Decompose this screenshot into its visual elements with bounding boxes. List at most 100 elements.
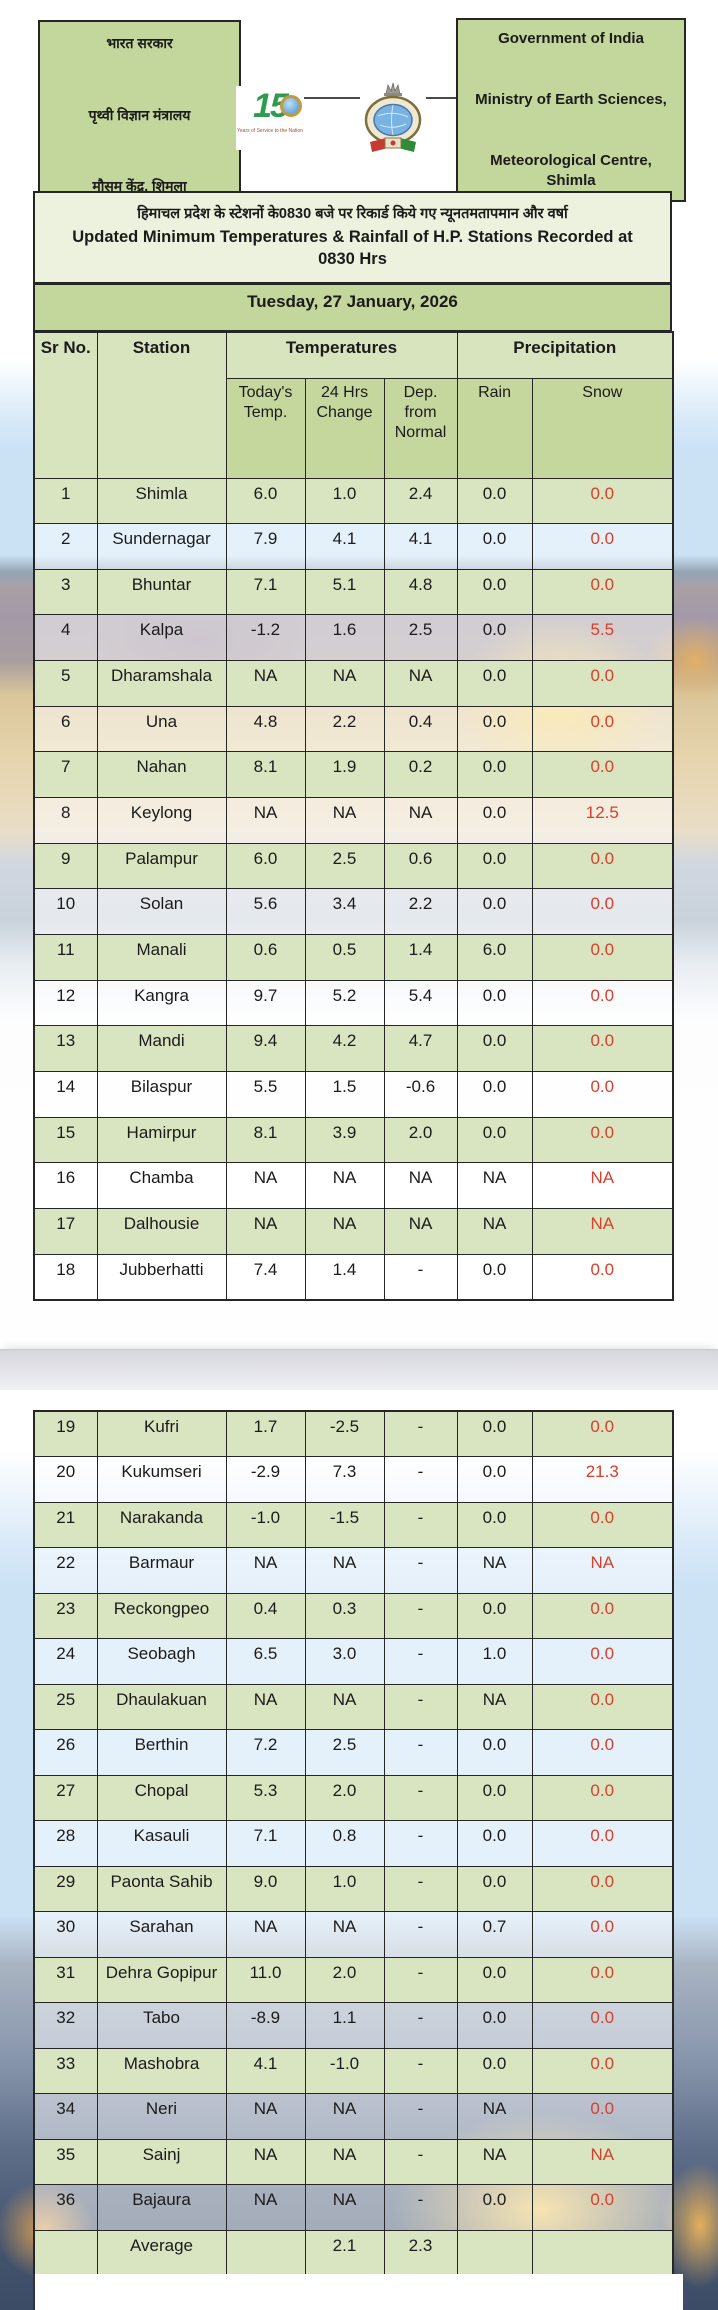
cell-snow: 0.0: [531, 477, 674, 525]
cell-today: NA: [225, 1911, 306, 1958]
cell-dep: 2.3: [383, 2229, 458, 2276]
cell-sr: 22: [33, 1547, 98, 1594]
cell-dep: -: [383, 1911, 458, 1958]
cell-today: NA: [225, 1683, 306, 1730]
col-header-todays-temp: Today's Temp.: [225, 377, 306, 479]
table-row: 31 Dehra Gopipur 11.0 2.0-0.0 0.0: [33, 1956, 674, 2003]
cell-sr: 10: [33, 888, 98, 936]
cell-snow: 0.0: [531, 1638, 674, 1685]
cell-dep: 2.5: [383, 614, 458, 662]
cell-today: 11.0: [225, 1956, 306, 2003]
cell-rain: 0.0: [456, 705, 533, 753]
cell-rain: 0.0: [456, 1592, 533, 1639]
cell-today: -1.0: [225, 1501, 306, 1548]
cell-rain: 0.0: [456, 842, 533, 890]
cell-station: Bilaspur: [96, 1071, 227, 1118]
cell-dep: 0.2: [383, 751, 458, 799]
title-hindi: हिमाचल प्रदेश के स्टेशनों के0830 बजे पर …: [137, 205, 568, 222]
table-row: 19 Kufri 1.7 -2.5-0.0 0.0: [33, 1410, 674, 1457]
cell-today: 7.4: [225, 1253, 306, 1301]
cell-dep: 2.4: [383, 477, 458, 525]
cell-today: 6.5: [225, 1638, 306, 1685]
cell-sr: 31: [33, 1956, 98, 2003]
cell-snow: 0.0: [531, 979, 674, 1027]
cell-station: Reckongpeo: [96, 1592, 227, 1639]
cell-station: Bajaura: [96, 2184, 227, 2231]
cell-today: 8.1: [225, 751, 306, 799]
cell-station: Jubberhatti: [96, 1253, 227, 1301]
cell-sr: 19: [33, 1410, 98, 1457]
header-divider-line: [225, 97, 456, 99]
cell-today: 5.5: [225, 1071, 306, 1118]
cell-today: 6.0: [225, 842, 306, 890]
cell-sr: 6: [33, 705, 98, 753]
table-row: 6 Una 4.8 2.2 0.4 0.0 0.0: [33, 705, 674, 753]
cell-snow: 0.0: [531, 568, 674, 616]
cell-station: Mashobra: [96, 2047, 227, 2094]
cell-dep: -: [383, 1729, 458, 1776]
col-header-rain: Rain: [456, 377, 533, 479]
cell-station: Dehra Gopipur: [96, 1956, 227, 2003]
title-english: Updated Minimum Temperatures & Rainfall …: [72, 227, 633, 268]
cell-rain: 0.0: [456, 1456, 533, 1503]
cell-today: -2.9: [225, 1456, 306, 1503]
page-break-band: [0, 1349, 718, 1390]
cell-rain: NA: [456, 2138, 533, 2185]
right-header-box: Government of India Ministry of Earth Sc…: [456, 18, 686, 202]
cell-sr: 9: [33, 842, 98, 890]
title-band: हिमाचल प्रदेश के स्टेशनों के0830 बजे पर …: [33, 191, 672, 284]
table-row: 33 Mashobra 4.1 -1.0-0.0 0.0: [33, 2047, 674, 2094]
cell-sr: 33: [33, 2047, 98, 2094]
table-row: 25 Dhaulakuan NA NA - NA 0.0: [33, 1683, 674, 1730]
cell-rain: NA: [456, 1208, 533, 1255]
col-header-24hrs-change: 24 Hrs Change: [304, 377, 385, 479]
cell-station: Dharamshala: [96, 660, 227, 707]
cell-station: Neri: [96, 2093, 227, 2140]
cell-station: Keylong: [96, 797, 227, 844]
cell-change: 0.8: [304, 1820, 385, 1867]
cell-sr: 2: [33, 523, 98, 570]
cell-today: 0.4: [225, 1592, 306, 1639]
table-row: 1 Shimla 6.0 1.0 2.4 0.0 0.0: [33, 477, 674, 525]
cell-change: NA: [304, 2184, 385, 2231]
group-header-precipitation: Precipitation: [456, 331, 674, 379]
cell-change: 2.0: [304, 1774, 385, 1821]
cell-change: 4.2: [304, 1025, 385, 1073]
average-row: Average 2.1 2.3: [33, 2229, 674, 2276]
cell-rain: 0.0: [456, 797, 533, 844]
cell-snow: 0.0: [531, 1410, 674, 1457]
cell-station: Chopal: [96, 1774, 227, 1821]
cell-snow: 0.0: [531, 1116, 674, 1164]
cell-today: 9.7: [225, 979, 306, 1027]
cell-today: 8.1: [225, 1116, 306, 1164]
cell-change: 2.2: [304, 705, 385, 753]
cell-snow: 0.0: [531, 1865, 674, 1912]
cell-station: Nahan: [96, 751, 227, 799]
imd-emblem-icon: [364, 82, 422, 152]
cell-change: 5.2: [304, 979, 385, 1027]
table-row: 20 Kukumseri -2.9 7.3-0.0 21.3: [33, 1456, 674, 1503]
cell-sr: 27: [33, 1774, 98, 1821]
table-row: 11 Manali 0.6 0.5 1.4 6.0 0.0: [33, 934, 674, 981]
cell-snow: 0.0: [531, 1683, 674, 1730]
col-header-sr-no: Sr No.: [33, 331, 98, 479]
cell-sr: [33, 2229, 98, 2276]
cell-snow: 0.0: [531, 1592, 674, 1639]
cell-today: 7.9: [225, 523, 306, 570]
cell-today: 7.2: [225, 1729, 306, 1776]
cell-today: NA: [225, 797, 306, 844]
cell-sr: 24: [33, 1638, 98, 1685]
centre-hindi-line: मौसम केंद्र, शिमला: [92, 178, 187, 194]
cell-sr: 11: [33, 934, 98, 981]
met-centre-line: Meteorological Centre, Shimla: [490, 151, 652, 189]
cell-change: NA: [304, 1162, 385, 1209]
cell-today: NA: [225, 1208, 306, 1255]
cell-change: 1.9: [304, 751, 385, 799]
cell-snow: 0.0: [531, 1253, 674, 1301]
cell-snow: 0.0: [531, 1501, 674, 1548]
cell-change: NA: [304, 660, 385, 707]
cell-snow: 5.5: [531, 614, 674, 662]
cell-change: 3.4: [304, 888, 385, 936]
cell-sr: 28: [33, 1820, 98, 1867]
cell-snow: 0.0: [531, 705, 674, 753]
